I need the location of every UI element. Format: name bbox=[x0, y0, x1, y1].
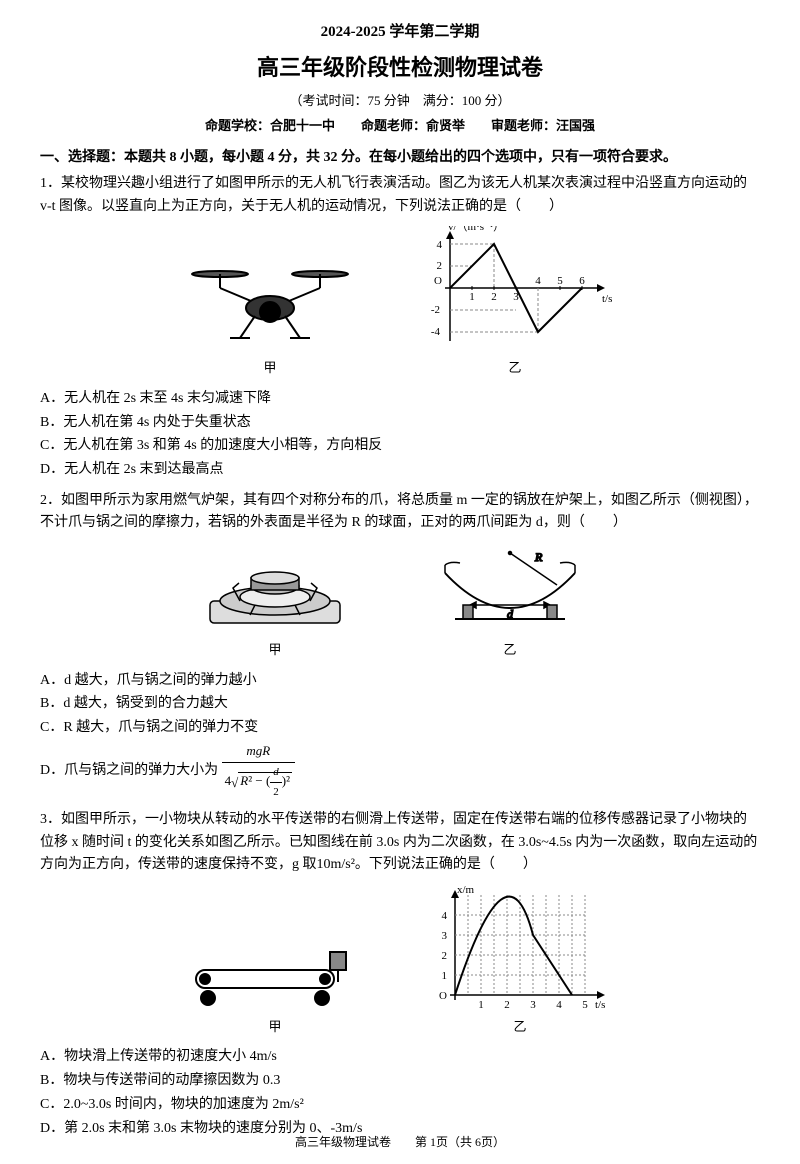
q2-text: 2．如图甲所示为家用燃气炉架，其有四个对称分布的爪，将总质量 m 一定的锅放在炉… bbox=[40, 490, 760, 535]
q1-text: 1．某校物理兴趣小组进行了如图甲所示的无人机飞行表演活动。图乙为该无人机某次表演… bbox=[40, 173, 760, 218]
stove-icon bbox=[195, 553, 355, 638]
exam-title: 高三年级阶段性检测物理试卷 bbox=[40, 50, 760, 85]
svg-text:3: 3 bbox=[513, 291, 519, 303]
q3-fig-b-label: 乙 bbox=[425, 1017, 615, 1038]
svg-text:O: O bbox=[434, 275, 442, 287]
q2-opt-d: D．爪与锅之间的弹力大小为 mgR 4√R² − (d2)² bbox=[40, 740, 760, 801]
svg-text:-2: -2 bbox=[431, 304, 440, 316]
q3-fig-a: 甲 bbox=[185, 940, 365, 1038]
page-footer: 高三年级物理试卷 第 1页（共 6页） bbox=[40, 1133, 760, 1152]
svg-text:2: 2 bbox=[442, 950, 448, 962]
svg-text:2: 2 bbox=[437, 260, 443, 272]
q1-options: A．无人机在 2s 末至 4s 末匀减速下降 B．无人机在第 4s 内处于失重状… bbox=[40, 387, 760, 482]
svg-text:R: R bbox=[534, 550, 543, 564]
question-2: 2．如图甲所示为家用燃气炉架，其有四个对称分布的爪，将总质量 m 一定的锅放在炉… bbox=[40, 490, 760, 801]
svg-text:4: 4 bbox=[556, 999, 562, 1011]
svg-text:1: 1 bbox=[478, 999, 484, 1011]
q3-figures: 甲 bbox=[40, 885, 760, 1038]
q1-fig-b-label: 乙 bbox=[415, 358, 615, 379]
svg-text:4: 4 bbox=[535, 275, 541, 287]
page-header: 2024-2025 学年第二学期 高三年级阶段性检测物理试卷 （考试时间：75 … bbox=[40, 20, 760, 137]
q3-options: A．物块滑上传送带的初速度大小 4m/s B．物块与传送带间的动摩擦因数为 0.… bbox=[40, 1045, 760, 1140]
svg-text:4: 4 bbox=[442, 910, 448, 922]
svg-text:2: 2 bbox=[504, 999, 510, 1011]
svg-text:-4: -4 bbox=[431, 326, 441, 338]
svg-text:3: 3 bbox=[442, 930, 448, 942]
q1-opt-c: C．无人机在第 3s 和第 4s 的加速度大小相等，方向相反 bbox=[40, 434, 760, 458]
q3-text: 3．如图甲所示，一小物块从转动的水平传送带的右侧滑上传送带，固定在传送带右端的位… bbox=[40, 809, 760, 876]
q2-fig-b-label: 乙 bbox=[415, 640, 605, 661]
q3-opt-a: A．物块滑上传送带的初速度大小 4m/s bbox=[40, 1045, 760, 1069]
question-1: 1．某校物理兴趣小组进行了如图甲所示的无人机飞行表演活动。图乙为该无人机某次表演… bbox=[40, 173, 760, 482]
drone-icon bbox=[185, 256, 355, 356]
svg-text:t/s: t/s bbox=[595, 999, 605, 1011]
q1-fig-b: 4 2 O -2 -4 1 2 3 4 5 6 v/（m·s⁻¹） t/s bbox=[415, 226, 615, 379]
q2-opt-b: B．d 越大，锅受到的合力越大 bbox=[40, 692, 760, 716]
q2-opt-d-prefix: D．爪与锅之间的弹力大小为 bbox=[40, 763, 218, 778]
q3-fig-b: 4 3 2 1 O 1 2 3 4 5 x/m t/s 乙 bbox=[425, 885, 615, 1038]
q2-fig-a: 甲 bbox=[195, 553, 355, 661]
svg-text:x/m: x/m bbox=[457, 885, 475, 896]
svg-text:6: 6 bbox=[579, 275, 585, 287]
q2-opt-c: C．R 越大，爪与锅之间的弹力不变 bbox=[40, 716, 760, 740]
q2-figures: 甲 R d bbox=[40, 543, 760, 661]
svg-text:1: 1 bbox=[442, 970, 448, 982]
q1-opt-a: A．无人机在 2s 末至 4s 末匀减速下降 bbox=[40, 387, 760, 411]
svg-text:4: 4 bbox=[437, 239, 443, 251]
q3-xt-graph: 4 3 2 1 O 1 2 3 4 5 x/m t/s bbox=[425, 885, 615, 1015]
svg-text:3: 3 bbox=[530, 999, 536, 1011]
conveyor-icon bbox=[185, 940, 365, 1015]
svg-text:5: 5 bbox=[557, 275, 563, 287]
year-term: 2024-2025 学年第二学期 bbox=[40, 20, 760, 44]
q2-formula: mgR 4√R² − (d2)² bbox=[222, 740, 295, 801]
question-3: 3．如图甲所示，一小物块从转动的水平传送带的右侧滑上传送带，固定在传送带右端的位… bbox=[40, 809, 760, 1140]
q2-fig-b: R d 乙 bbox=[415, 543, 605, 661]
q3-fig-a-label: 甲 bbox=[185, 1017, 365, 1038]
svg-text:v/（m·s⁻¹）: v/（m·s⁻¹） bbox=[448, 226, 504, 233]
q3-opt-c: C．2.0~3.0s 时间内，物块的加速度为 2m/s² bbox=[40, 1093, 760, 1117]
svg-text:1: 1 bbox=[469, 291, 475, 303]
svg-text:2: 2 bbox=[491, 291, 497, 303]
teacher-info: 命题学校：合肥十一中 命题老师：俞贤举 审题老师：汪国强 bbox=[40, 116, 760, 137]
q2-fig-a-label: 甲 bbox=[195, 640, 355, 661]
q2-options: A．d 越大，爪与锅之间的弹力越小 B．d 越大，锅受到的合力越大 C．R 越大… bbox=[40, 669, 760, 802]
q1-vt-graph: 4 2 O -2 -4 1 2 3 4 5 6 v/（m·s⁻¹） t/s bbox=[415, 226, 615, 356]
q1-figures: 甲 bbox=[40, 226, 760, 379]
bowl-side-icon: R d bbox=[415, 543, 605, 638]
section-1-header: 一、选择题：本题共 8 小题，每小题 4 分，共 32 分。在每小题给出的四个选… bbox=[40, 147, 760, 169]
q3-opt-b: B．物块与传送带间的动摩擦因数为 0.3 bbox=[40, 1069, 760, 1093]
q2-opt-a: A．d 越大，爪与锅之间的弹力越小 bbox=[40, 669, 760, 693]
svg-text:5: 5 bbox=[582, 999, 588, 1011]
q1-opt-b: B．无人机在第 4s 内处于失重状态 bbox=[40, 411, 760, 435]
q1-opt-d: D．无人机在 2s 末到达最高点 bbox=[40, 458, 760, 482]
q1-fig-a: 甲 bbox=[185, 256, 355, 379]
svg-text:O: O bbox=[439, 990, 447, 1002]
exam-subtitle: （考试时间：75 分钟 满分：100 分） bbox=[40, 91, 760, 112]
svg-text:t/s: t/s bbox=[602, 293, 612, 305]
q1-fig-a-label: 甲 bbox=[185, 358, 355, 379]
